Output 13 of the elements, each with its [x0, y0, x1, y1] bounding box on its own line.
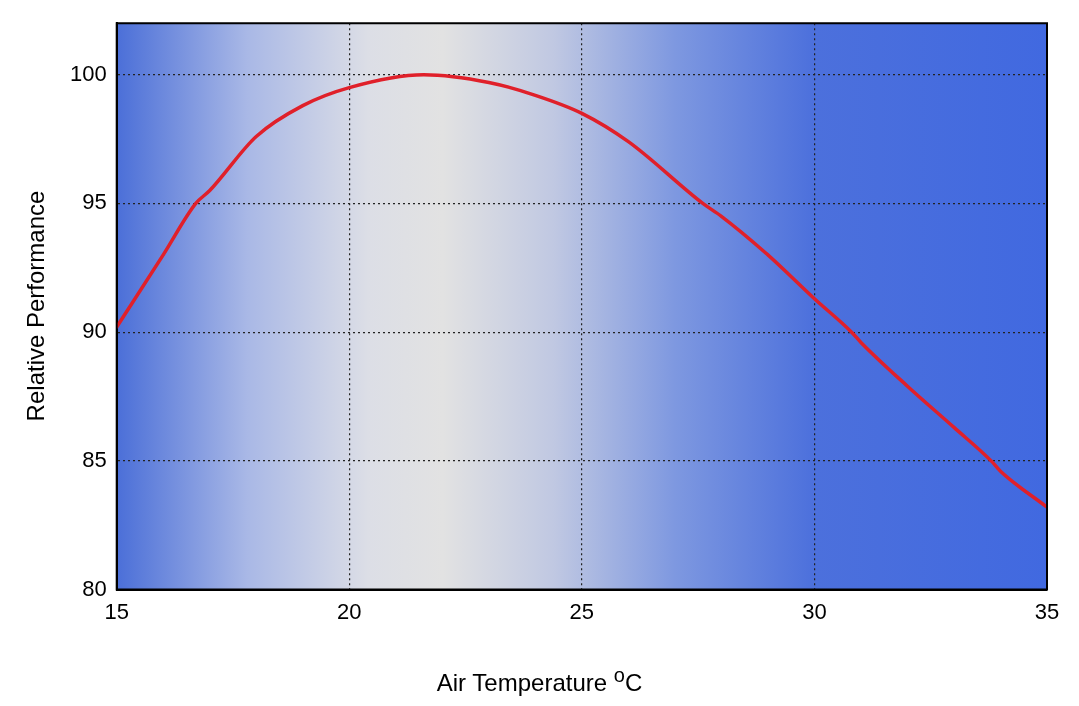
y-tick-label: 90	[82, 318, 107, 344]
y-tick-label: 95	[82, 189, 107, 215]
x-tick-label: 35	[1034, 598, 1060, 624]
x-tick-label: 30	[802, 598, 827, 624]
x-tick-label: 20	[337, 598, 362, 624]
y-tick-label: 100	[69, 60, 107, 86]
y-tick-label: 80	[82, 575, 107, 601]
line-series	[116, 72, 1047, 509]
x-axis-title: Air Temperature $^{o}$C	[435, 664, 644, 697]
x-tick-label: 25	[569, 598, 595, 624]
x-tick-label: 15	[104, 598, 129, 624]
y-axis-title: Relative Performance	[21, 191, 50, 422]
y-tick-label: 85	[82, 446, 107, 472]
